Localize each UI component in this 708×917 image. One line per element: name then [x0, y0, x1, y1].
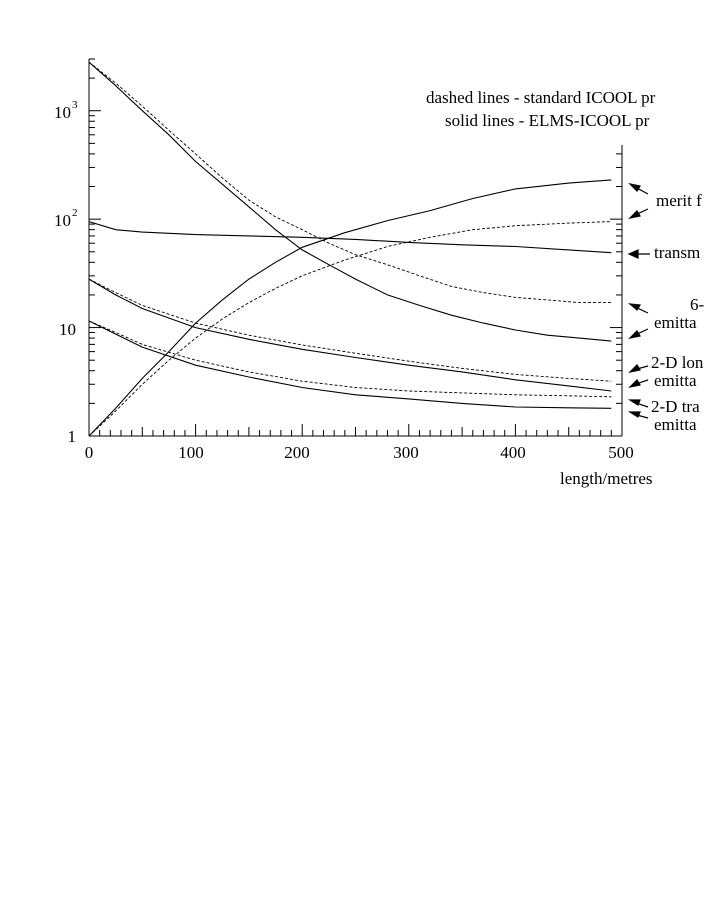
annotation-6d-line2: emitta: [654, 313, 697, 332]
series-layer: [88, 61, 612, 437]
arrow-transmission: [627, 249, 650, 259]
axis-ticks: [88, 58, 623, 437]
annotation-transmission: transm: [654, 243, 700, 262]
x-tick-label-200: 200: [284, 443, 310, 462]
annotation-long-line1: 2-D lon: [651, 353, 704, 372]
y-tick-exp-100: 2: [72, 207, 78, 219]
arrow-merit-lower: [628, 208, 649, 219]
series-line-8: [88, 320, 612, 398]
x-tick-label-100: 100: [178, 443, 204, 462]
x-tick-label-300: 300: [393, 443, 419, 462]
series-line-5: [88, 278, 612, 392]
annotation-trans-line2: emitta: [654, 415, 697, 434]
arrow-merit-upper: [628, 183, 649, 195]
x-axis-label: length/metres: [560, 469, 653, 488]
x-tick-label-400: 400: [500, 443, 526, 462]
y-tick-label-1: 1: [68, 427, 77, 446]
series-line-3: [88, 179, 612, 437]
series-line-2: [88, 221, 612, 254]
arrow-long-lower: [628, 379, 649, 388]
x-tick-label-0: 0: [85, 443, 94, 462]
y-tick-label-100: 10: [54, 211, 71, 230]
x-tick-label-500: 500: [608, 443, 634, 462]
arrow-6d-lower: [628, 328, 649, 339]
series-line-1: [88, 61, 612, 304]
y-tick-label-1000: 10: [54, 103, 71, 122]
arrow-trans-lower: [627, 411, 649, 419]
series-line-6: [88, 278, 612, 382]
annotation-6d-line1: 6-: [690, 295, 705, 314]
annotation-merit: merit f: [656, 191, 702, 210]
series-line-4: [88, 221, 612, 437]
arrow-trans-upper: [627, 399, 649, 408]
annotation-arrows: [627, 183, 650, 419]
y-tick-exp-1000: 3: [72, 99, 78, 111]
legend-solid: solid lines - ELMS-ICOOL pr: [445, 111, 650, 130]
y-tick-label-10: 10: [59, 320, 76, 339]
arrow-long-upper: [628, 364, 649, 373]
annotation-long-line2: emitta: [654, 371, 697, 390]
legend-dashed: dashed lines - standard ICOOL pr: [426, 88, 656, 107]
series-line-7: [88, 320, 612, 409]
arrow-6d-upper: [628, 303, 649, 314]
series-line-0: [88, 61, 612, 342]
annotation-trans-line1: 2-D tra: [651, 397, 700, 416]
